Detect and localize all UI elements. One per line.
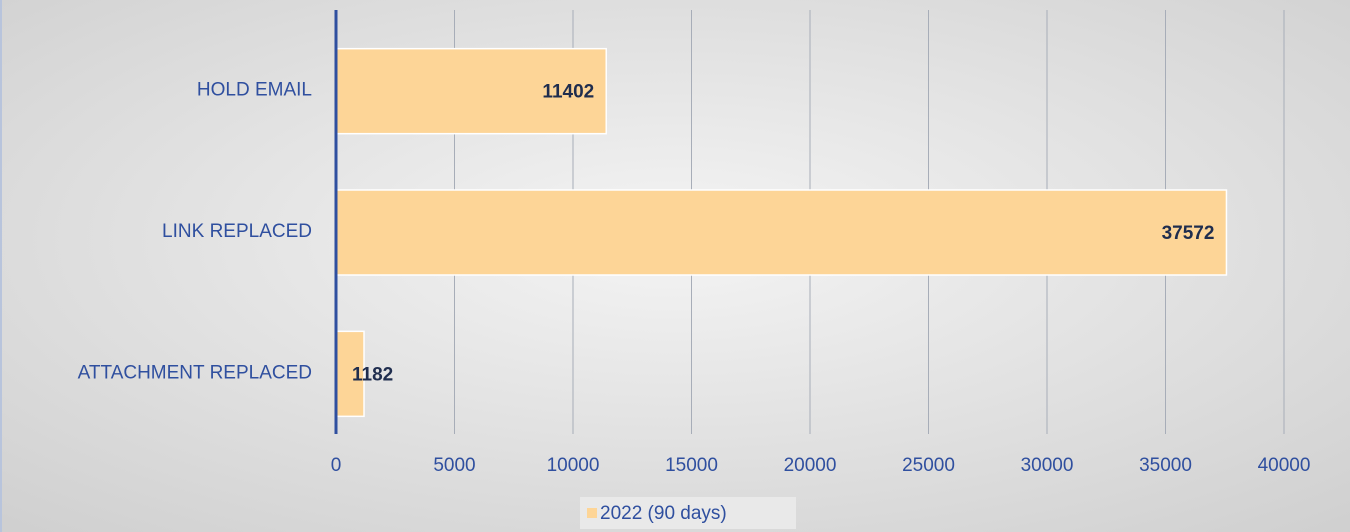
x-tick-label: 0: [331, 455, 342, 476]
legend-box: [580, 497, 796, 529]
x-tick-label: 5000: [433, 455, 475, 476]
x-tick-label: 15000: [665, 455, 718, 476]
data-label: 11402: [542, 82, 594, 103]
x-tick-label: 30000: [1021, 455, 1074, 476]
y-tick-label: HOLD EMAIL: [197, 80, 312, 101]
x-tick-label: 10000: [547, 455, 600, 476]
legend-swatch: [587, 508, 597, 518]
y-tick-label: LINK REPLACED: [162, 221, 312, 242]
x-tick-label: 40000: [1258, 455, 1311, 476]
legend-label: 2022 (90 days): [600, 503, 727, 524]
data-label: 1182: [352, 364, 393, 385]
x-tick-label: 20000: [784, 455, 837, 476]
x-tick-label: 25000: [902, 455, 955, 476]
bar: [335, 189, 1228, 276]
x-tick-label: 35000: [1139, 455, 1192, 476]
data-label: 37572: [1162, 223, 1215, 244]
bar: [335, 330, 365, 418]
left-edge: [0, 0, 2, 532]
y-tick-label: ATTACHMENT REPLACED: [78, 362, 312, 383]
